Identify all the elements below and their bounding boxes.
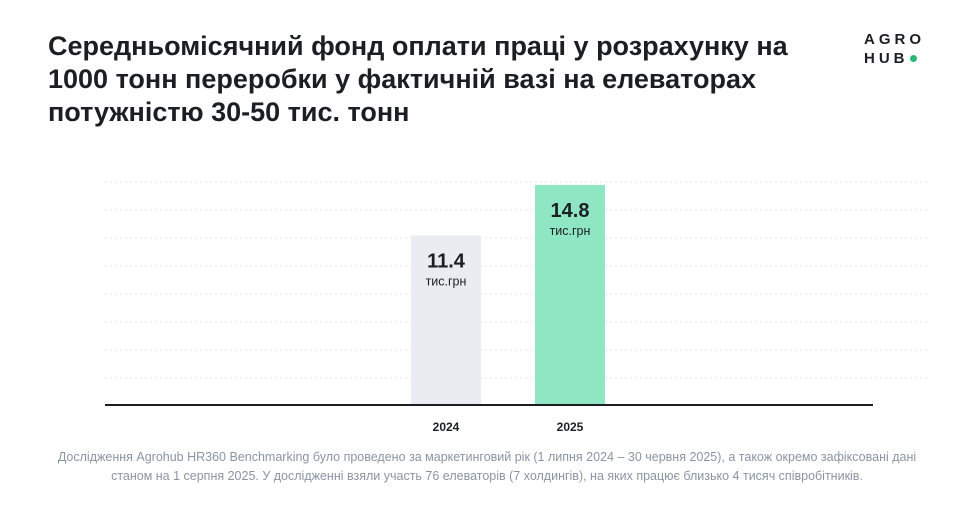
data-label-unit: тис.грн bbox=[550, 224, 591, 238]
agrohub-logo: AGRO HUB bbox=[864, 30, 925, 68]
bar-2025 bbox=[535, 184, 605, 405]
bar-chart: 11.4 тис.грн 2024 14.8 тис.грн 2025 bbox=[105, 181, 928, 434]
x-tick-label: 2024 bbox=[433, 420, 460, 434]
data-label-value: 11.4 bbox=[427, 251, 466, 273]
logo-line-2-text: HUB bbox=[864, 50, 909, 67]
bar-2024 bbox=[411, 235, 481, 405]
logo-dot-icon bbox=[909, 55, 917, 62]
logo-line-1: AGRO bbox=[864, 31, 925, 48]
data-label-value: 14.8 bbox=[551, 200, 590, 222]
logo-line-2: HUB bbox=[864, 49, 925, 68]
data-label-unit: тис.грн bbox=[426, 275, 467, 289]
x-tick-label: 2025 bbox=[557, 420, 584, 434]
footer-note: Дослідження Agrohub HR360 Benchmarking б… bbox=[57, 450, 917, 483]
page-title: Середньомісячний фонд оплати праці у роз… bbox=[48, 31, 788, 127]
